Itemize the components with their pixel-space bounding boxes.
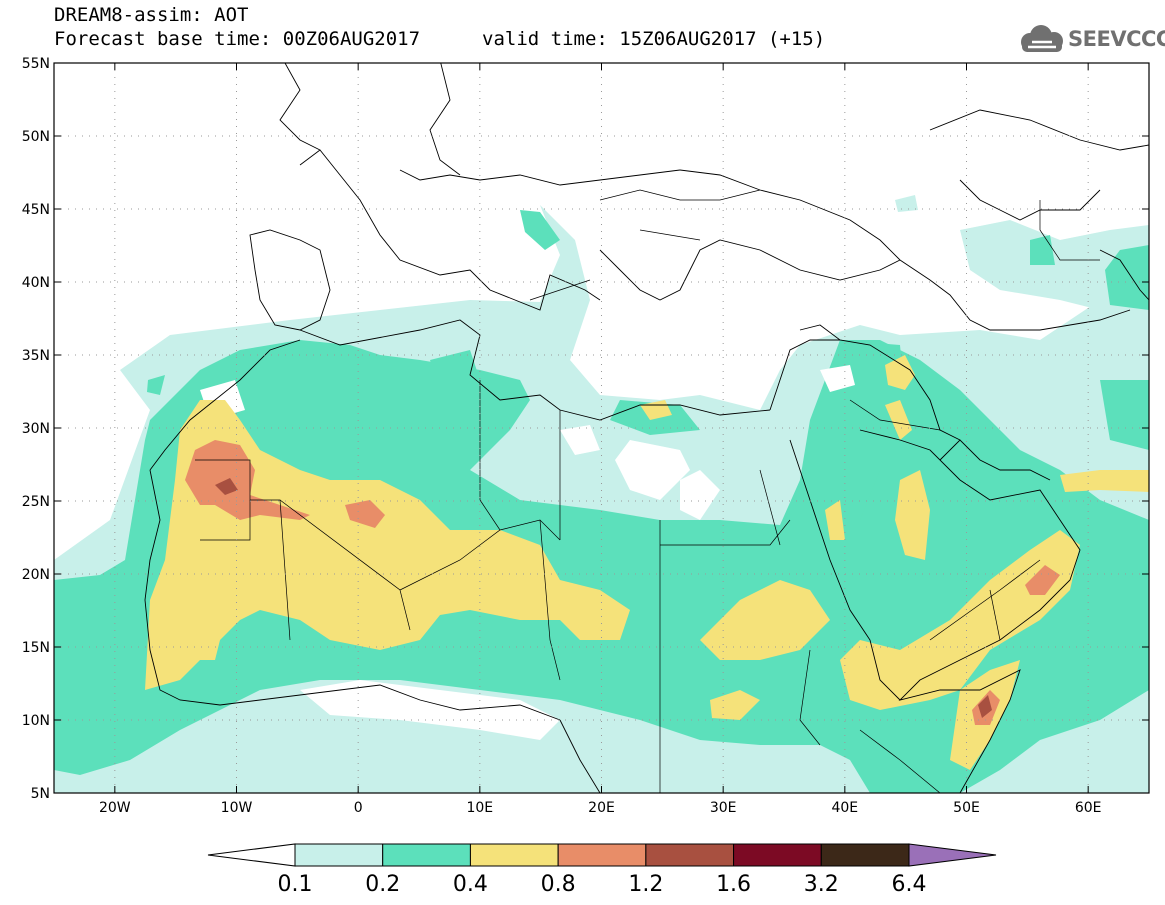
- colorbar-label: 0.4: [453, 872, 488, 897]
- colorbar-label: 0.2: [365, 872, 400, 897]
- cloud-icon: [1021, 25, 1063, 52]
- aot-band-1-2: [215, 478, 992, 718]
- colorbar-label: 6.4: [892, 872, 927, 897]
- colorbar-label: 1.2: [628, 872, 663, 897]
- colorbar-box: [294, 843, 384, 867]
- colorbar-box: [382, 843, 471, 867]
- colorbar-label: 0.1: [278, 872, 313, 897]
- valid-time: valid time: 15Z06AUG2017 (+15): [482, 28, 826, 50]
- lat-label: 15N: [22, 640, 50, 656]
- lon-label: 10W: [221, 800, 253, 816]
- lat-label: 35N: [22, 348, 50, 364]
- map-title: DREAM8-assim: AOT: [54, 4, 249, 26]
- colorbar-label: 1.6: [716, 872, 751, 897]
- lon-label: 20E: [588, 800, 615, 816]
- colorbar-arrow-low: [207, 843, 296, 867]
- axis-ticks: 55N 50N 45N 40N 35N 30N 25N 20N 15N 10N 5N 20W 10W 0 1…: [22, 56, 1149, 816]
- lat-label: 30N: [22, 421, 50, 437]
- lat-label: 5N: [31, 786, 50, 802]
- lon-label: 60E: [1075, 800, 1102, 816]
- colorbar: 0.1 0.2 0.4 0.8 1.2 1.6 3.2 6.4: [207, 843, 997, 897]
- colorbar-arrow-high: [908, 843, 997, 867]
- colorbar-box: [733, 843, 822, 867]
- colorbar-label: 0.8: [541, 872, 576, 897]
- colorbar-box: [557, 843, 647, 867]
- lat-label: 20N: [22, 567, 50, 583]
- aot-clear-patches: [200, 365, 855, 740]
- grid-lines: [54, 63, 1149, 793]
- lat-label: 45N: [22, 202, 50, 218]
- lat-label: 10N: [22, 713, 50, 729]
- colorbar-box: [645, 843, 735, 867]
- lon-label: 40E: [831, 800, 858, 816]
- colorbar-box: [469, 843, 559, 867]
- lon-label: 20W: [99, 800, 131, 816]
- lat-label: 50N: [22, 129, 50, 145]
- lat-label: 55N: [22, 56, 50, 72]
- inner-borders: [195, 189, 1100, 793]
- lat-label: 25N: [22, 494, 50, 510]
- lon-label: 30E: [710, 800, 737, 816]
- lon-label: 0: [354, 800, 363, 816]
- lon-label: 50E: [953, 800, 980, 816]
- logo-text: SEEVCCC: [1068, 27, 1165, 51]
- colorbar-label: 3.2: [804, 872, 839, 897]
- coastlines-borders: [144, 63, 1149, 793]
- lat-label: 40N: [22, 275, 50, 291]
- lon-label: 10E: [466, 800, 493, 816]
- forecast-base-time: Forecast base time: 00Z06AUG2017: [54, 28, 421, 50]
- colorbar-box: [820, 843, 910, 867]
